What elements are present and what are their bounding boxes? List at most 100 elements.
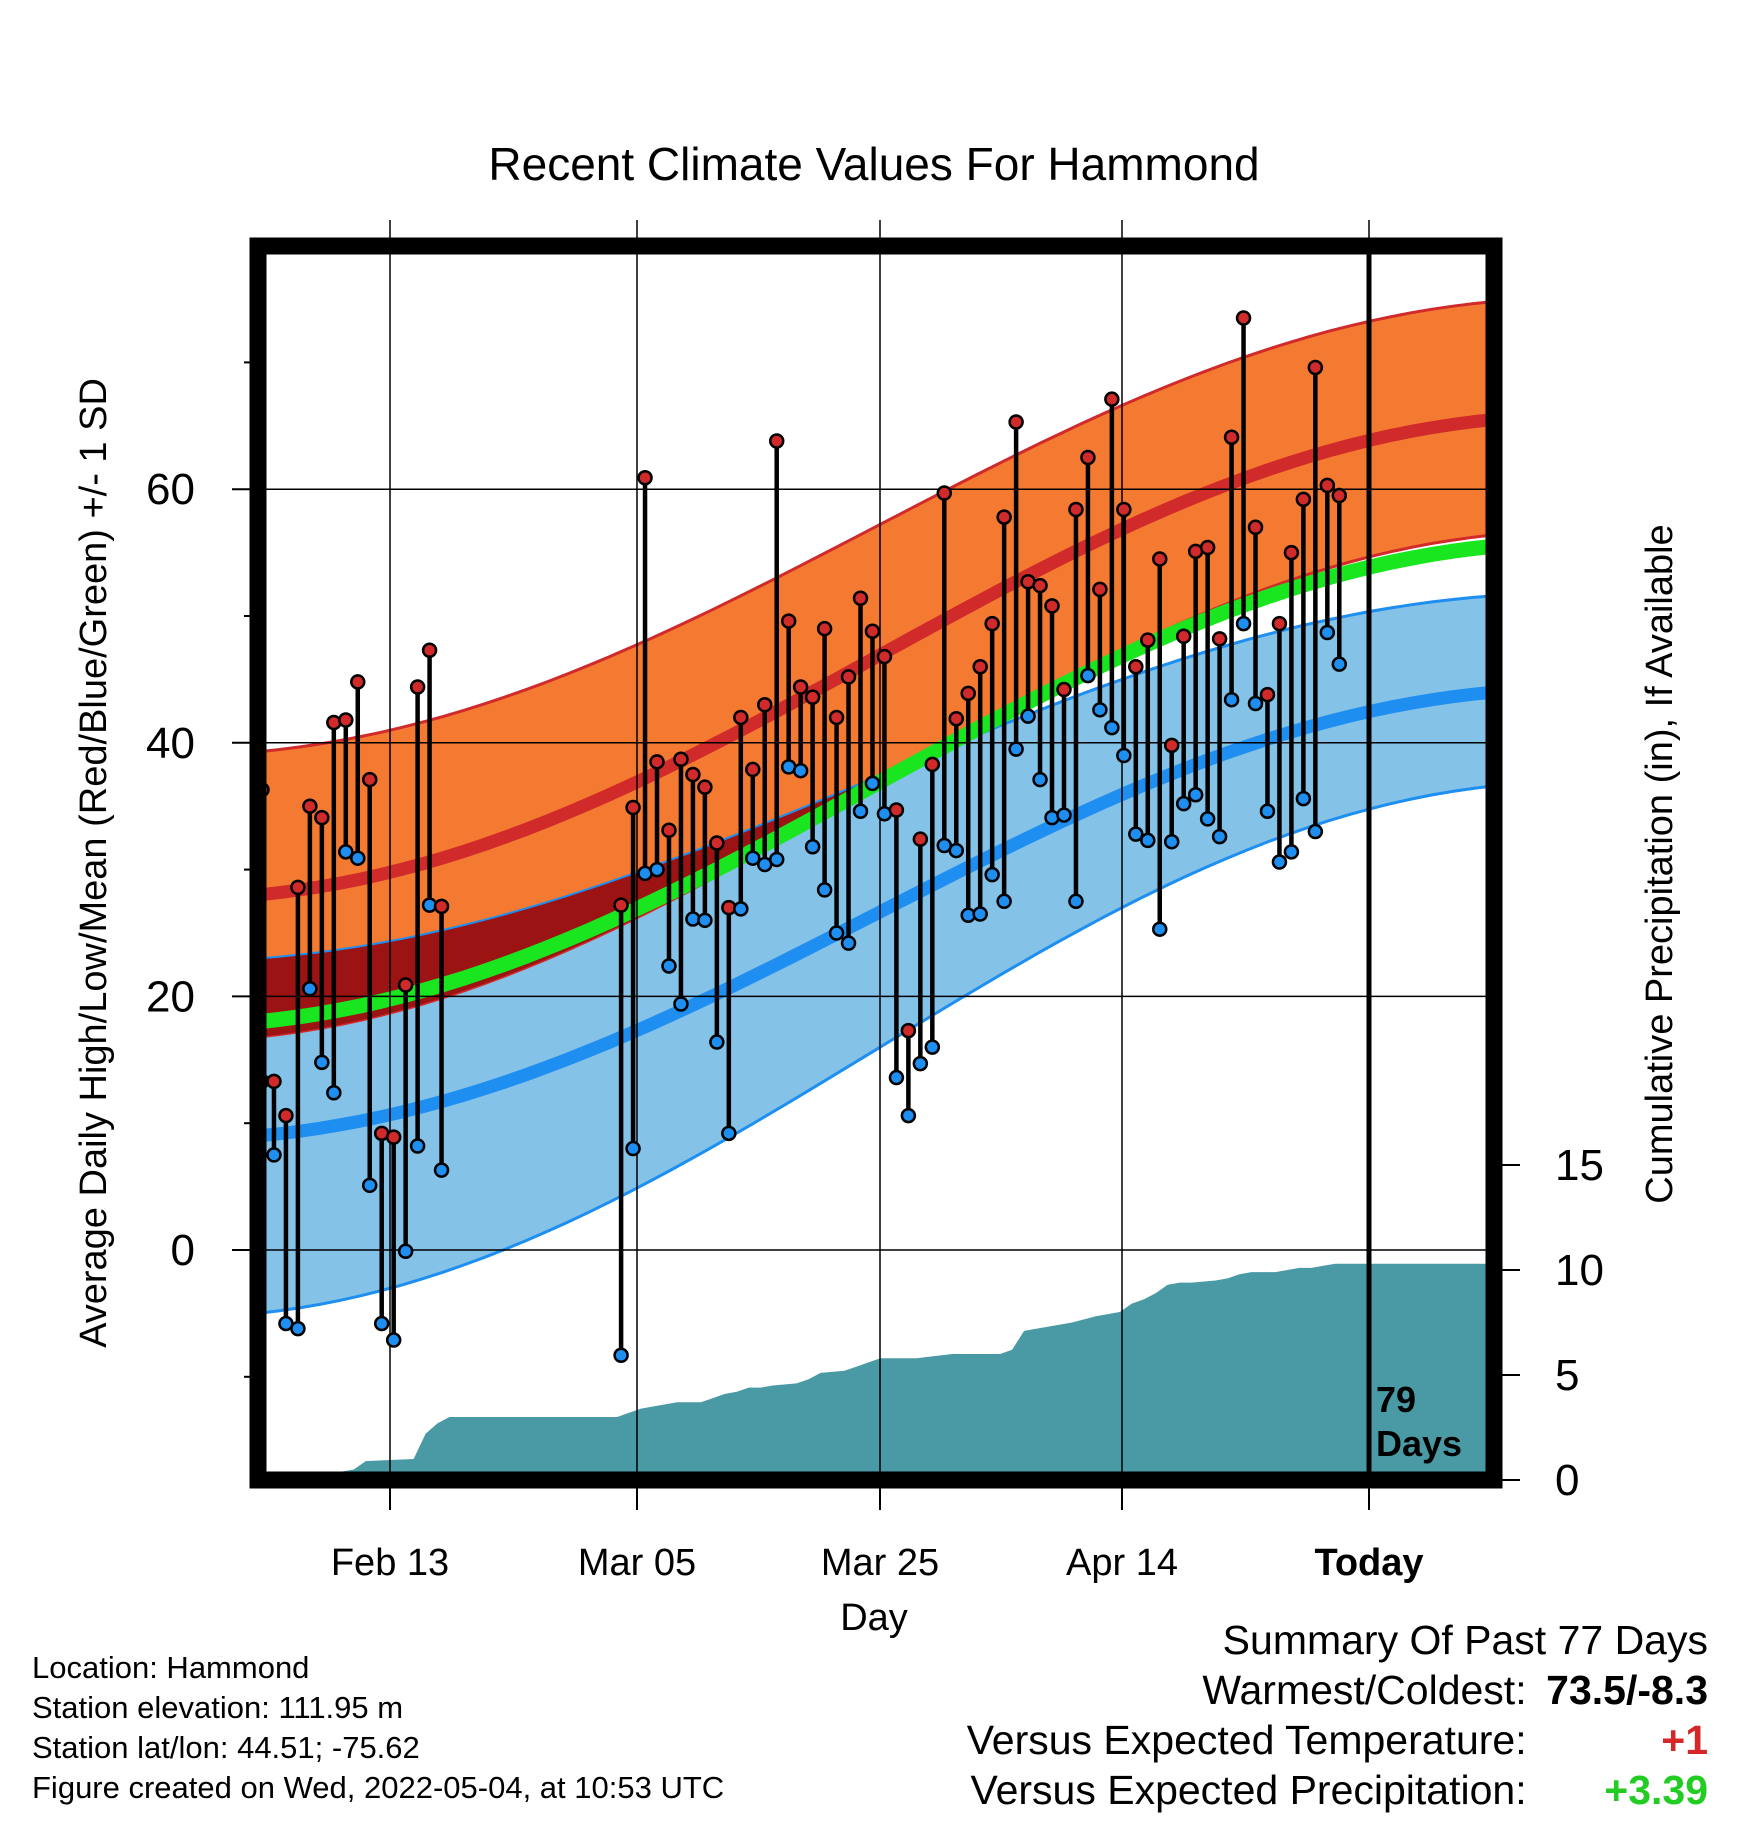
- daily-high-point: [792, 679, 809, 695]
- station-info: Location: Hammond Station elevation: 111…: [32, 1648, 724, 1808]
- daily-low-point: [984, 866, 1000, 883]
- daily-low-point: [948, 842, 965, 859]
- daily-high-point: [1116, 501, 1132, 518]
- plot-frame: [249, 237, 1503, 1489]
- daily-high-point: [361, 771, 378, 788]
- daily-low-point: [816, 882, 833, 898]
- daily-high-point: [1092, 581, 1108, 598]
- daily-high-point: [709, 835, 725, 851]
- y2-tick-label: 5: [1555, 1351, 1579, 1400]
- daily-high-point: [780, 613, 797, 629]
- daily-high-point: [661, 822, 677, 839]
- temp-versus-label: Versus Expected Temperature:: [966, 1717, 1527, 1763]
- temp-versus-value: +1: [1661, 1717, 1708, 1763]
- daily-high-point: [1271, 615, 1288, 632]
- y2-tick-label: 0: [1555, 1456, 1579, 1505]
- daily-high-point: [1235, 310, 1252, 326]
- y-tick-label: 60: [146, 465, 195, 514]
- daily-low-point: [409, 1138, 426, 1154]
- latlon-text: Station lat/lon: 44.51; -75.62: [32, 1730, 420, 1765]
- daily-high-point: [433, 898, 450, 915]
- daily-low-point: [1247, 695, 1264, 712]
- daily-high-point: [912, 831, 929, 847]
- daily-high-point: [314, 809, 330, 826]
- daily-high-point: [1211, 631, 1228, 647]
- daily-high-point: [756, 697, 773, 713]
- daily-high-point: [900, 1022, 917, 1039]
- daily-low-point: [1152, 921, 1168, 937]
- daily-low-point: [972, 906, 988, 922]
- daily-high-point: [984, 615, 1000, 632]
- y2-tick-label: 15: [1555, 1141, 1604, 1190]
- daily-high-point: [637, 470, 653, 486]
- daily-high-point: [1295, 491, 1312, 508]
- daily-low-point: [804, 839, 821, 855]
- daily-high-point: [1128, 658, 1144, 675]
- today-days-number: 79: [1376, 1379, 1416, 1420]
- daily-low-point: [1104, 719, 1120, 736]
- daily-low-point: [745, 850, 761, 866]
- daily-high-point: [290, 879, 306, 896]
- daily-temperature-layer: [258, 310, 1348, 1363]
- daily-low-point: [1140, 832, 1156, 849]
- daily-low-point: [1271, 854, 1288, 870]
- daily-low-point: [326, 1085, 342, 1101]
- daily-high-point: [673, 751, 689, 768]
- y2-axis-label: Cumulative Precipitation (in), If Availa…: [1639, 524, 1681, 1203]
- daily-high-point: [409, 679, 426, 695]
- daily-low-point: [1020, 708, 1036, 724]
- daily-low-point: [1056, 807, 1072, 823]
- daily-low-point: [912, 1055, 929, 1072]
- daily-low-point: [385, 1332, 402, 1348]
- x-tick-label: Feb 13: [331, 1542, 449, 1584]
- daily-low-point: [1259, 803, 1276, 820]
- daily-high-point: [350, 674, 366, 690]
- daily-high-point: [1080, 449, 1096, 466]
- daily-high-point: [697, 779, 713, 795]
- daily-low-point: [733, 901, 749, 917]
- daily-low-point: [1175, 795, 1192, 812]
- daily-high-point: [1331, 487, 1348, 504]
- created-text: Figure created on Wed, 2022-05-04, at 10…: [32, 1770, 725, 1805]
- daily-low-point: [350, 850, 366, 866]
- daily-low-point: [1331, 656, 1348, 672]
- daily-low-point: [1092, 702, 1108, 718]
- daily-low-point: [1283, 844, 1300, 860]
- warmest-coldest-label: Warmest/Coldest:: [1202, 1667, 1527, 1713]
- daily-high-point: [421, 642, 438, 658]
- daily-high-point: [613, 897, 629, 913]
- daily-high-point: [1140, 632, 1156, 648]
- high-normal-line: [258, 413, 1494, 902]
- daily-high-point: [936, 485, 953, 501]
- elevation-text: Station elevation: 111.95 m: [32, 1690, 404, 1725]
- daily-high-point: [888, 802, 905, 818]
- summary-heading: Summary Of Past 77 Days: [1222, 1617, 1708, 1663]
- axes: Feb 13 Mar 05 Mar 25 Apr 14 Today 0 20 40 60 0 5 10…: [146, 361, 1604, 1584]
- daily-low-point: [1128, 826, 1144, 842]
- location-text: Location: Hammond: [32, 1650, 310, 1685]
- chart-title: Recent Climate Values For Hammond: [488, 138, 1259, 190]
- daily-high-point: [745, 761, 761, 778]
- today-days-label: Days: [1376, 1423, 1462, 1464]
- daily-low-point: [1295, 790, 1312, 807]
- y-tick-label: 20: [146, 972, 195, 1021]
- x-tick-label: Mar 25: [821, 1542, 939, 1584]
- daily-low-point: [697, 912, 713, 929]
- daily-low-point: [1116, 747, 1132, 764]
- daily-low-point: [673, 996, 689, 1012]
- daily-low-point: [709, 1034, 725, 1050]
- daily-high-point: [1223, 429, 1240, 445]
- daily-low-point: [302, 981, 318, 997]
- daily-high-point: [852, 590, 869, 606]
- daily-high-point: [768, 433, 785, 449]
- daily-high-point: [804, 689, 821, 705]
- daily-low-point: [1211, 828, 1228, 845]
- daily-high-point: [1283, 544, 1300, 561]
- y-tick-label: 40: [146, 719, 195, 768]
- warmest-coldest-value: 73.5/-8.3: [1546, 1667, 1708, 1713]
- daily-low-point: [924, 1039, 941, 1055]
- daily-low-point: [1319, 624, 1336, 641]
- daily-high-point: [840, 669, 857, 685]
- daily-low-point: [373, 1315, 390, 1332]
- daily-low-point: [864, 775, 881, 792]
